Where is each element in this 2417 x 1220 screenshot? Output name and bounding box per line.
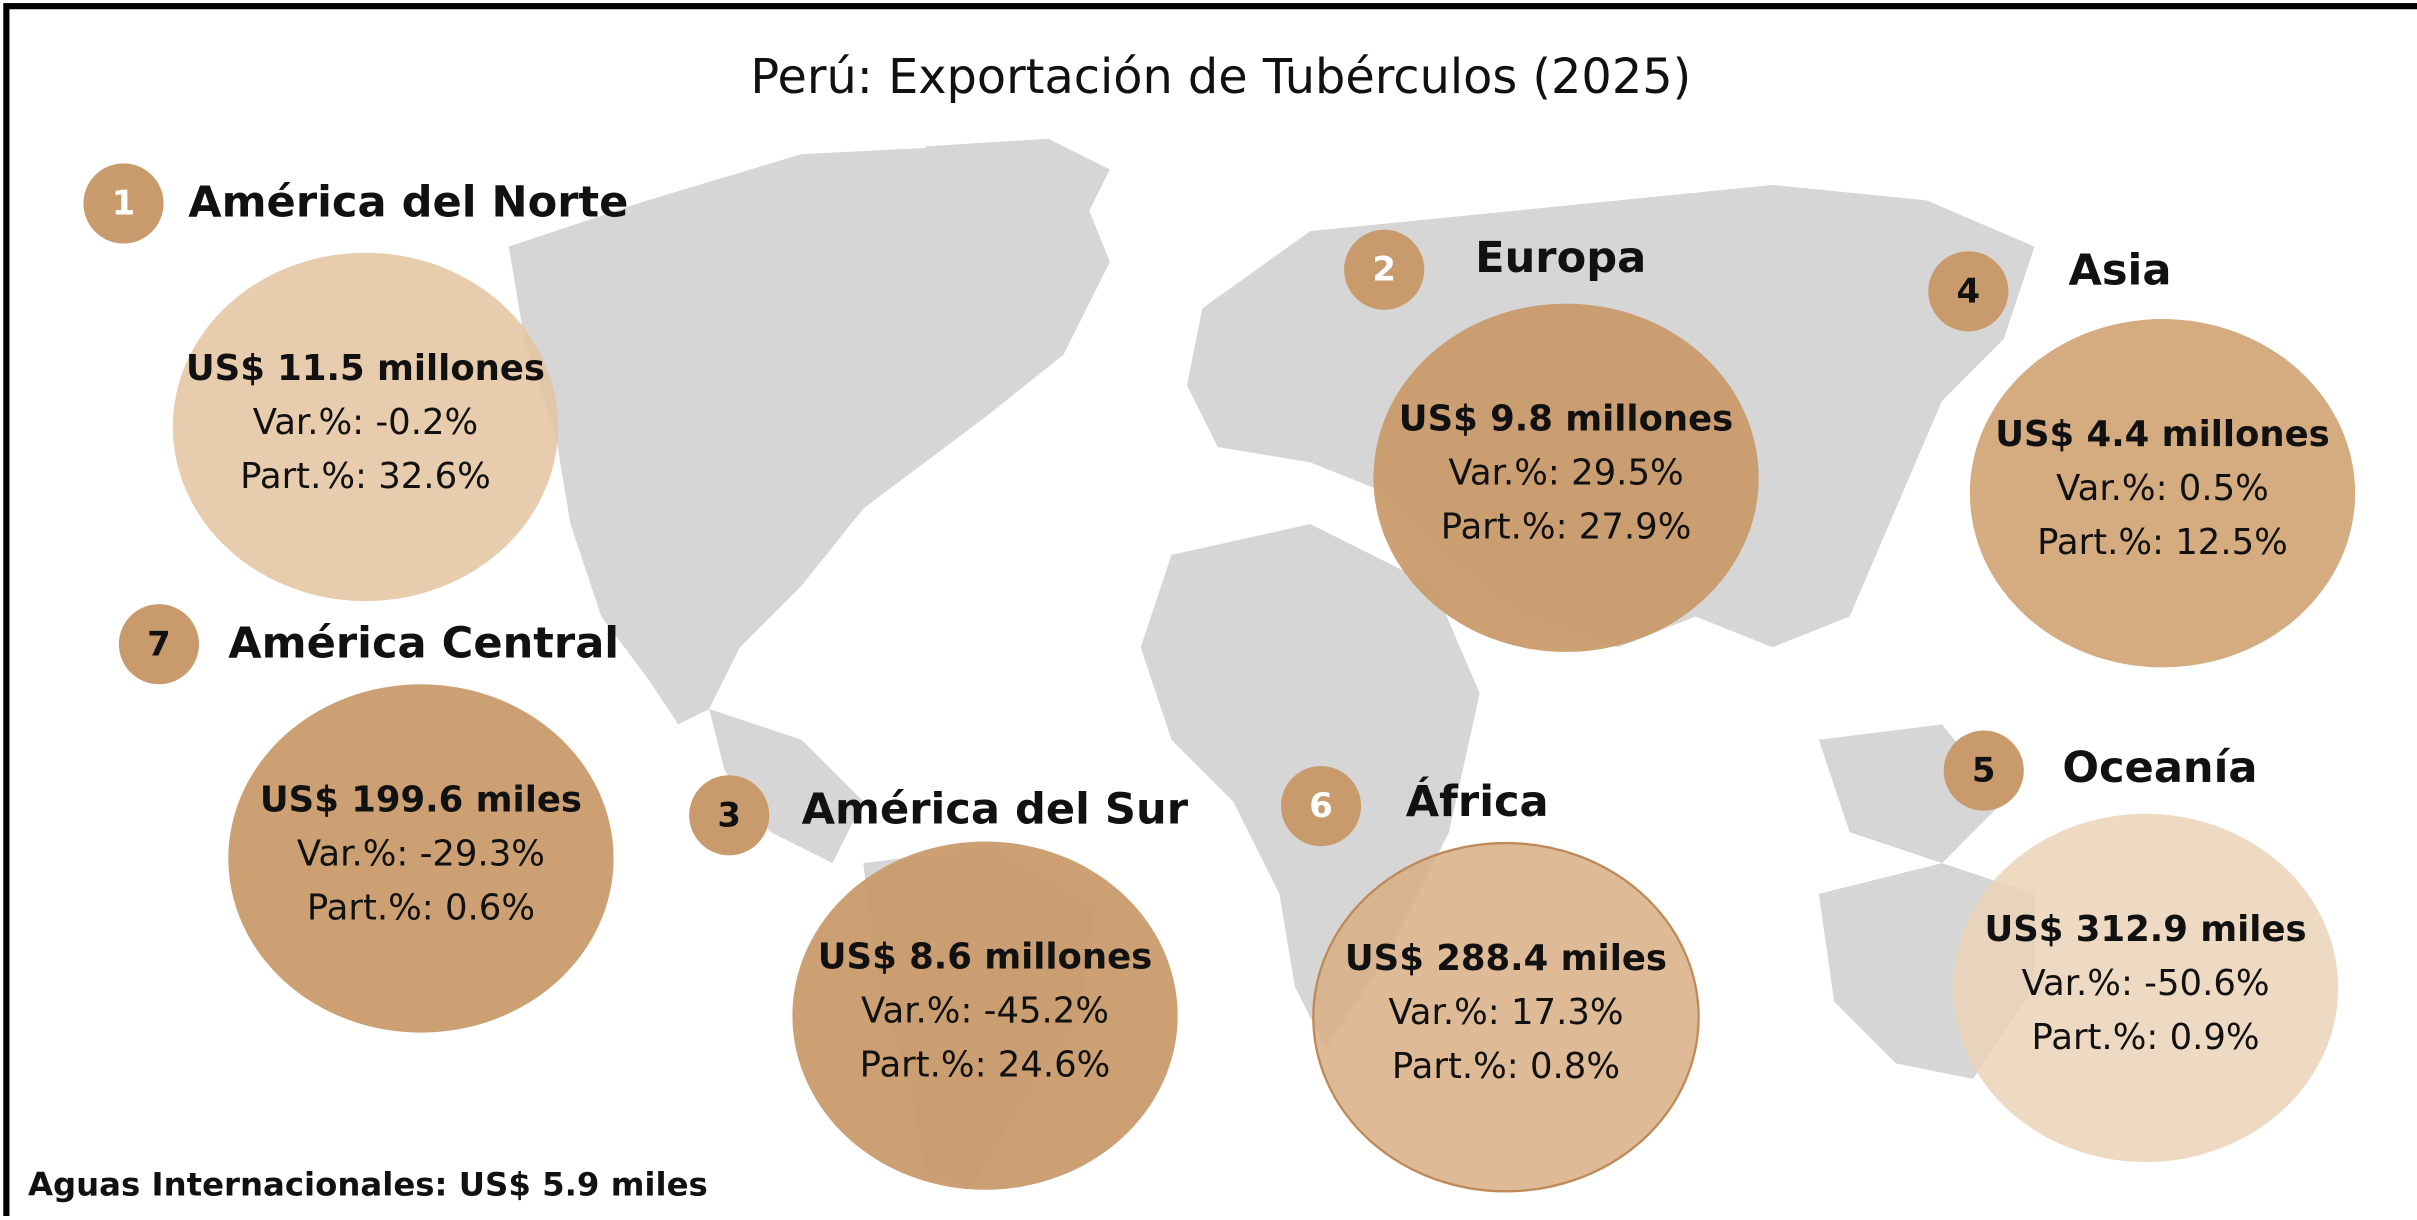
badge-number: 1: [112, 183, 136, 222]
footer-note: Aguas Internacionales: US$ 5.9 miles: [28, 1166, 708, 1204]
region-bubble: [228, 684, 614, 1033]
badge-number: 2: [1372, 250, 1396, 289]
region-name: Oceanía: [2062, 743, 2257, 793]
region-part: Part.%: 27.9%: [1441, 507, 1692, 548]
title: Perú: Exportación de Tubérculos (2025): [750, 50, 1691, 105]
region-value: US$ 8.6 millones: [818, 937, 1152, 978]
region-bubble: [1952, 813, 2339, 1163]
region-value: US$ 199.6 miles: [260, 779, 582, 820]
badge: [1943, 730, 2024, 811]
badge-number: 7: [147, 624, 171, 663]
region-var: Var.%: 17.3%: [1388, 992, 1623, 1033]
region-var: Var.%: -50.6%: [2022, 963, 2270, 1004]
region-var: Var.%: -0.2%: [253, 402, 478, 443]
badge-number: 5: [1972, 751, 1996, 790]
region-var: Var.%: -45.2%: [861, 991, 1109, 1032]
region-bubble: [1969, 319, 2356, 668]
region-part: Part.%: 0.8%: [1392, 1046, 1620, 1087]
region-name: Asia: [2068, 245, 2171, 295]
region-name: Europa: [1475, 233, 1646, 283]
region-part: Part.%: 0.9%: [2031, 1017, 2259, 1058]
region-value: US$ 4.4 millones: [1995, 414, 2329, 455]
region-value: US$ 312.9 miles: [1985, 909, 2307, 950]
region-part: Part.%: 0.6%: [307, 887, 535, 928]
region-bubble: [1373, 303, 1759, 652]
region-bubble: [792, 841, 1178, 1190]
region-value: US$ 11.5 millones: [186, 348, 545, 389]
region-name: África: [1406, 776, 1549, 827]
region-var: Var.%: -29.3%: [297, 833, 545, 874]
badge-number: 4: [1957, 271, 1981, 310]
region-var: Var.%: 0.5%: [2056, 468, 2269, 509]
badge: [1928, 251, 2009, 332]
region-part: Part.%: 32.6%: [240, 456, 491, 497]
badge: [689, 775, 770, 856]
region-bubble: [172, 252, 559, 602]
badge: [1280, 765, 1362, 847]
region-name: América del Sur: [802, 785, 1189, 835]
badge-number: 3: [717, 795, 741, 834]
region-value: US$ 9.8 millones: [1399, 399, 1733, 440]
region-name: América Central: [228, 618, 619, 668]
region-bubble: [1312, 841, 1700, 1193]
region-var: Var.%: 29.5%: [1448, 453, 1683, 494]
badge: [118, 604, 200, 685]
badge: [1344, 229, 1425, 310]
region-part: Part.%: 12.5%: [2037, 522, 2288, 563]
region-part: Part.%: 24.6%: [860, 1045, 1111, 1086]
badge-number: 6: [1309, 786, 1333, 825]
region-name: América del Norte: [188, 177, 628, 227]
region-value: US$ 288.4 miles: [1345, 938, 1667, 979]
badge: [83, 163, 164, 244]
